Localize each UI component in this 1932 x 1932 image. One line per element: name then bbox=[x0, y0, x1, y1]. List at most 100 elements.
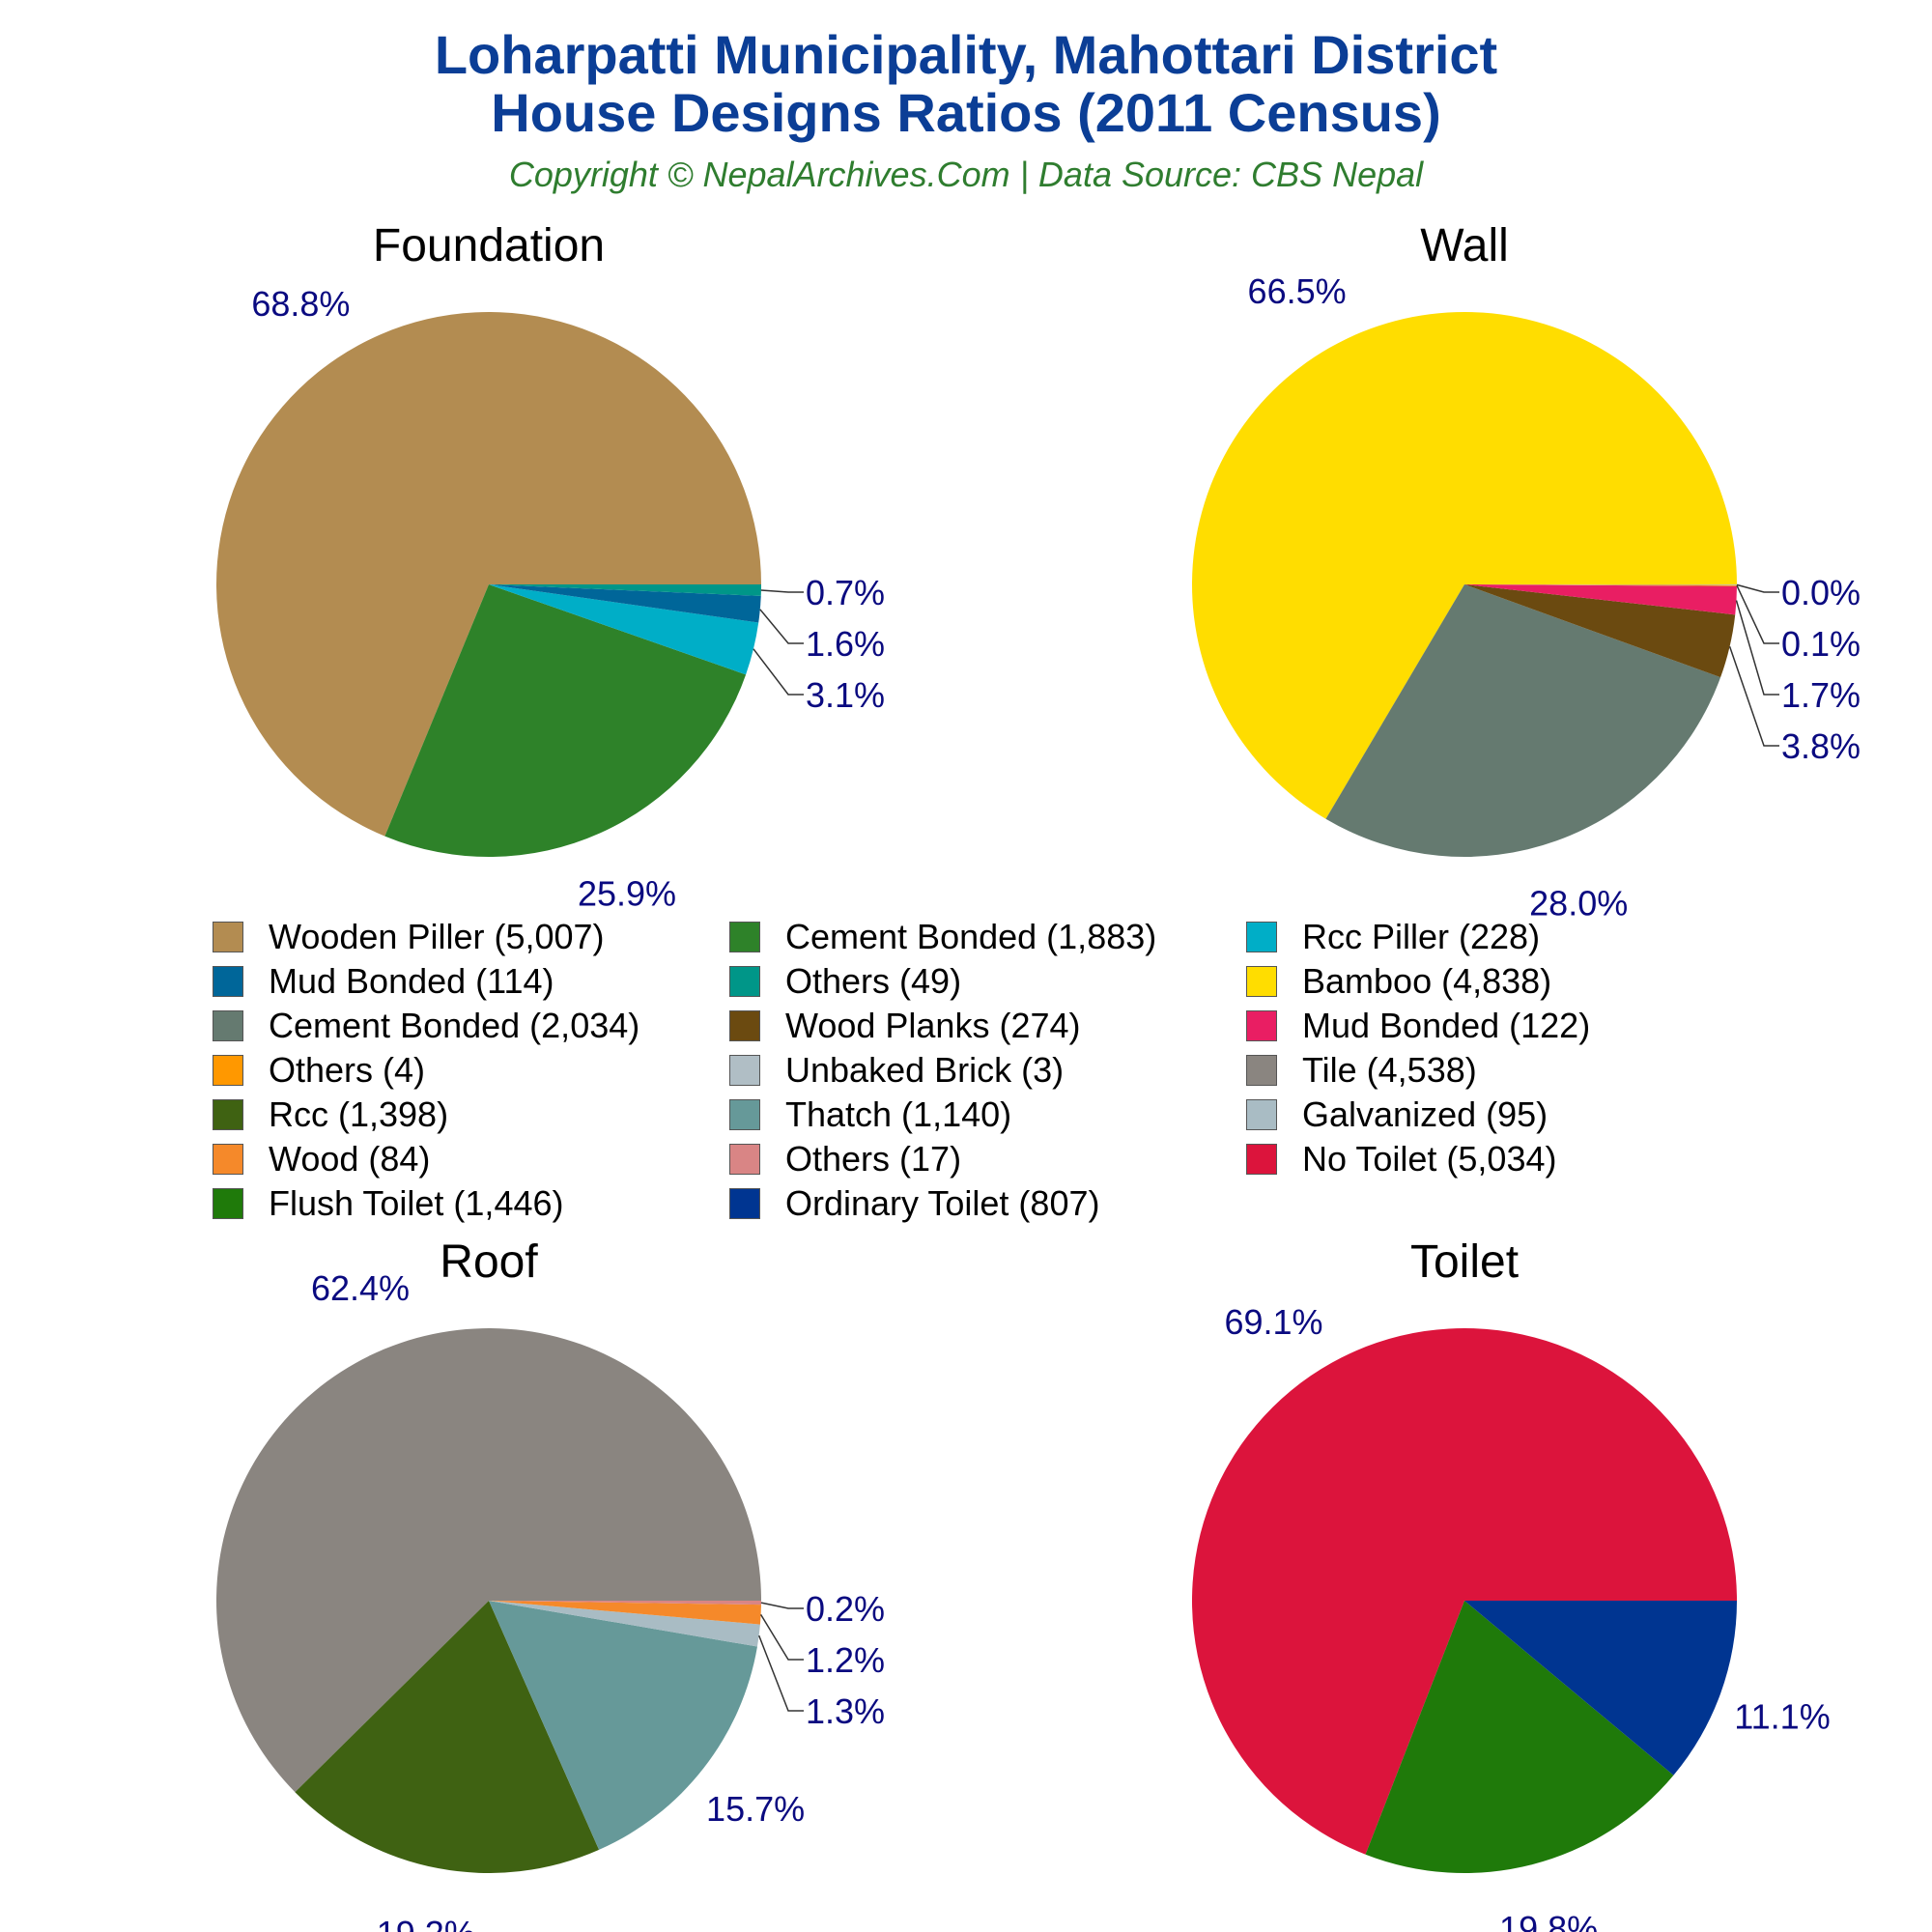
slice-percent-label: 11.1% bbox=[1734, 1696, 1830, 1736]
legend-item: Galvanized (95) bbox=[1246, 1094, 1763, 1134]
legend-label: Unbaked Brick (3) bbox=[785, 1050, 1065, 1090]
pie-title: Toilet bbox=[1410, 1236, 1519, 1288]
legend-label: Others (17) bbox=[785, 1139, 962, 1179]
legend-item: Mud Bonded (114) bbox=[213, 961, 729, 1001]
slice-percent-label: 1.7% bbox=[1781, 675, 1861, 715]
legend-swatch bbox=[1246, 966, 1277, 997]
pie-slice-unbaked-brick bbox=[1464, 584, 1738, 585]
legend-item: Others (49) bbox=[729, 961, 1246, 1001]
pie-slice-rcc bbox=[295, 1601, 600, 1874]
legend-label: Wooden Piller (5,007) bbox=[269, 917, 605, 956]
legend-swatch bbox=[213, 922, 243, 952]
legend-swatch bbox=[1246, 922, 1277, 952]
pie-slice-rcc-piller bbox=[489, 584, 759, 675]
slice-percent-label: 0.7% bbox=[806, 573, 885, 612]
slice-percent-label: 28.0% bbox=[1529, 883, 1628, 923]
leader-line bbox=[760, 589, 804, 593]
leader-line bbox=[1735, 600, 1779, 696]
slice-percent-label: 15.7% bbox=[706, 1789, 805, 1829]
pie-slice-others bbox=[489, 584, 761, 596]
slice-percent-label: 0.1% bbox=[1781, 624, 1861, 664]
pie-slice-thatch bbox=[489, 1601, 757, 1850]
legend-label: Thatch (1,140) bbox=[785, 1094, 1012, 1134]
pie-slice-tile bbox=[215, 1327, 762, 1793]
legend-item: Ordinary Toilet (807) bbox=[729, 1183, 1246, 1223]
legend-swatch bbox=[213, 1188, 243, 1219]
pie-title: Foundation bbox=[373, 220, 605, 271]
legend-label: Rcc (1,398) bbox=[269, 1094, 449, 1134]
legend-label: Wood (84) bbox=[269, 1139, 431, 1179]
legend-swatch bbox=[213, 1010, 243, 1041]
legend-label: Tile (4,538) bbox=[1302, 1050, 1477, 1090]
legend-label: Bamboo (4,838) bbox=[1302, 961, 1552, 1001]
slice-percent-label: 19.8% bbox=[1499, 1909, 1598, 1932]
legend-label: Wood Planks (274) bbox=[785, 1006, 1081, 1045]
slice-percent-label: 25.9% bbox=[578, 874, 676, 914]
pie-slice-wooden-piller bbox=[215, 312, 761, 837]
slice-percent-label: 1.2% bbox=[806, 1640, 885, 1680]
legend-item: Tile (4,538) bbox=[1246, 1050, 1763, 1090]
pie-slice-wood-planks bbox=[1464, 584, 1736, 678]
legend-item: Mud Bonded (122) bbox=[1246, 1006, 1763, 1045]
legend-item: Others (17) bbox=[729, 1139, 1246, 1179]
legend-swatch bbox=[729, 1188, 760, 1219]
slice-percent-label: 66.5% bbox=[1248, 271, 1347, 311]
pie-slice-cement-bonded bbox=[1325, 584, 1721, 857]
slice-percent-label: 0.0% bbox=[1781, 573, 1861, 612]
legend-swatch bbox=[729, 1099, 760, 1130]
slice-percent-label: 62.4% bbox=[311, 1268, 410, 1308]
legend-label: Galvanized (95) bbox=[1302, 1094, 1548, 1134]
chart-title-line1: Loharpatti Municipality, Mahottari Distr… bbox=[434, 24, 1498, 85]
legend-item: Flush Toilet (1,446) bbox=[213, 1183, 729, 1223]
legend-swatch bbox=[729, 1055, 760, 1086]
legend-swatch bbox=[729, 1010, 760, 1041]
pie-title: Wall bbox=[1420, 220, 1509, 271]
slice-percent-label: 1.6% bbox=[806, 624, 885, 664]
legend-item: Thatch (1,140) bbox=[729, 1094, 1246, 1134]
legend-label: Cement Bonded (1,883) bbox=[785, 917, 1157, 956]
chart-subtitle: Copyright © NepalArchives.Com | Data Sou… bbox=[508, 155, 1424, 194]
legend-swatch bbox=[1246, 1055, 1277, 1086]
slice-percent-label: 19.2% bbox=[377, 1914, 475, 1932]
legend-item: Unbaked Brick (3) bbox=[729, 1050, 1246, 1090]
legend-item: Cement Bonded (2,034) bbox=[213, 1006, 729, 1045]
leader-line bbox=[760, 1602, 804, 1609]
pie-foundation: Foundation 68.8% 25.9% 0.7% 1.6% 3.1% bbox=[215, 220, 885, 914]
pie-slice-cement-bonded bbox=[384, 584, 747, 858]
pie-slice-flush-toilet bbox=[1365, 1601, 1674, 1874]
legend-item: Wood Planks (274) bbox=[729, 1006, 1246, 1045]
leader-line bbox=[758, 1634, 804, 1712]
pie-roof: Roof 62.4% 19.2% 15.7% 0.2% 1.2% 1.3% bbox=[215, 1236, 885, 1932]
legend-item: Wooden Piller (5,007) bbox=[213, 917, 729, 956]
leader-line bbox=[759, 609, 804, 644]
pie-slice-no-toilet bbox=[1192, 1328, 1737, 1855]
legend-swatch bbox=[213, 966, 243, 997]
legend: Wooden Piller (5,007) Cement Bonded (1,88… bbox=[213, 917, 1855, 1223]
leader-line bbox=[753, 648, 804, 696]
pie-slice-others bbox=[489, 1601, 761, 1605]
legend-label: Mud Bonded (122) bbox=[1302, 1006, 1591, 1045]
legend-swatch bbox=[213, 1144, 243, 1175]
slice-percent-label: 3.1% bbox=[806, 675, 885, 715]
legend-label: Mud Bonded (114) bbox=[269, 961, 554, 1001]
legend-swatch bbox=[729, 966, 760, 997]
legend-item: Wood (84) bbox=[213, 1139, 729, 1179]
pie-slice-mud-bonded bbox=[1464, 584, 1737, 615]
legend-swatch bbox=[729, 1144, 760, 1175]
legend-label: Others (4) bbox=[269, 1050, 426, 1090]
legend-swatch bbox=[213, 1099, 243, 1130]
pie-slice-others bbox=[1464, 584, 1737, 586]
slice-percent-label: 68.8% bbox=[251, 284, 350, 324]
legend-swatch bbox=[1246, 1099, 1277, 1130]
legend-item: No Toilet (5,034) bbox=[1246, 1139, 1763, 1179]
leader-line bbox=[1736, 584, 1779, 644]
pie-slice-wood bbox=[489, 1601, 761, 1625]
legend-swatch bbox=[729, 922, 760, 952]
slice-percent-label: 1.3% bbox=[806, 1691, 885, 1731]
pie-title: Roof bbox=[440, 1236, 538, 1288]
legend-item: Rcc Piller (228) bbox=[1246, 917, 1763, 956]
pie-slice-mud-bonded bbox=[489, 584, 761, 623]
leader-line bbox=[759, 1614, 804, 1661]
pie-slice-galvanized bbox=[489, 1601, 760, 1647]
